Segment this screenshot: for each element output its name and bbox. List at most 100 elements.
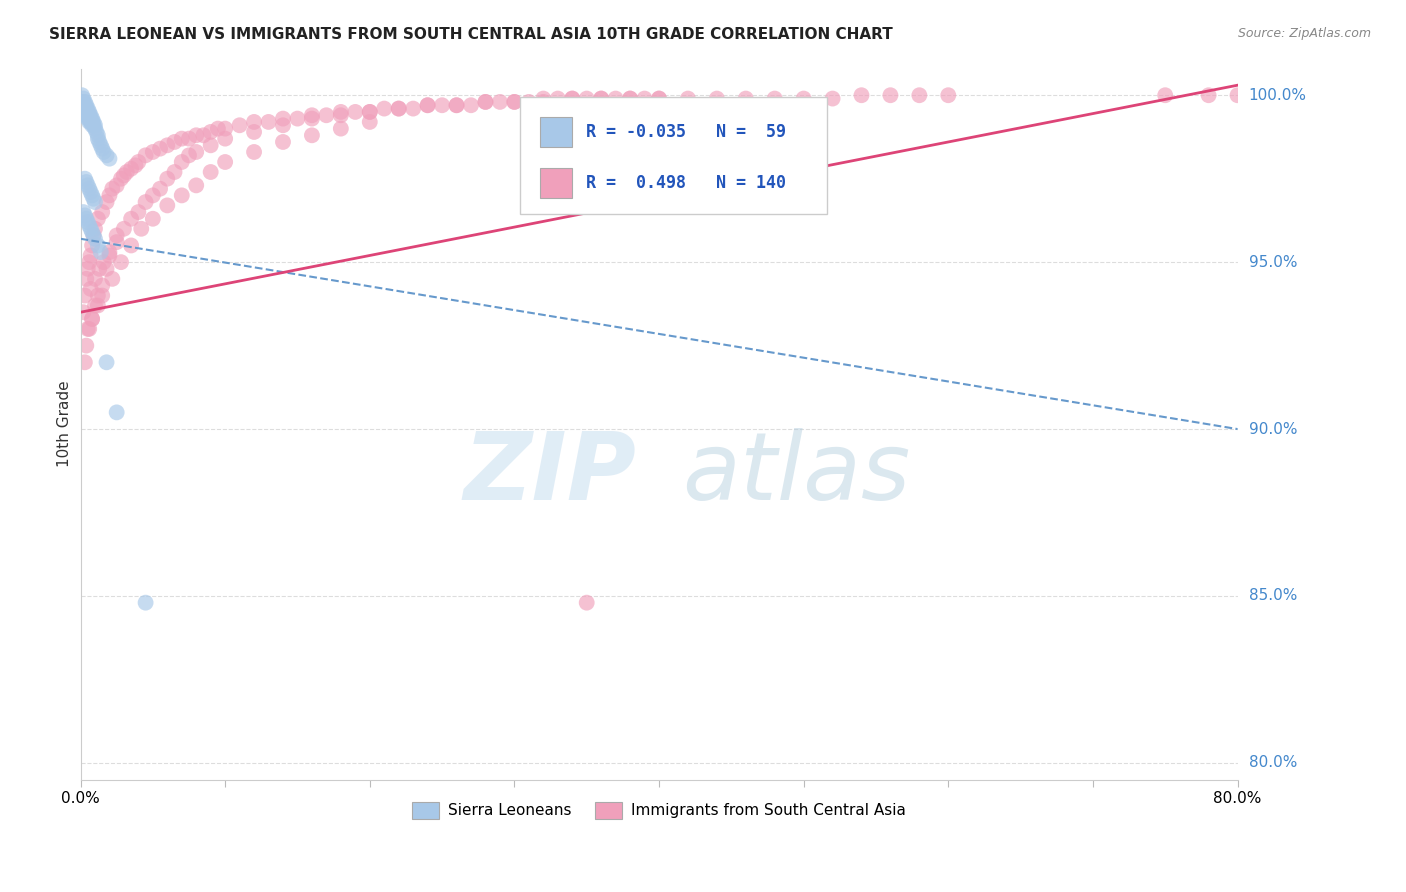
- Point: [156, 198, 179, 212]
- Point: [271, 118, 294, 132]
- Point: [200, 138, 222, 153]
- Point: [373, 102, 395, 116]
- Point: [1198, 88, 1220, 103]
- Point: [77, 104, 100, 119]
- Point: [547, 91, 569, 105]
- Point: [517, 95, 540, 109]
- Text: SIERRA LEONEAN VS IMMIGRANTS FROM SOUTH CENTRAL ASIA 10TH GRADE CORRELATION CHAR: SIERRA LEONEAN VS IMMIGRANTS FROM SOUTH …: [49, 27, 893, 42]
- Point: [76, 112, 98, 126]
- Point: [1226, 88, 1249, 103]
- Point: [243, 115, 266, 129]
- Point: [460, 98, 482, 112]
- Point: [72, 205, 94, 219]
- Point: [706, 91, 728, 105]
- Point: [75, 104, 97, 119]
- Point: [83, 192, 105, 206]
- Point: [633, 91, 655, 105]
- Point: [112, 221, 135, 235]
- Point: [156, 138, 179, 153]
- Point: [170, 188, 193, 202]
- Point: [301, 128, 323, 143]
- FancyBboxPatch shape: [520, 97, 827, 214]
- Point: [91, 205, 114, 219]
- Point: [575, 91, 598, 105]
- Point: [79, 108, 101, 122]
- Point: [214, 131, 236, 145]
- Point: [474, 95, 496, 109]
- Point: [127, 205, 149, 219]
- Point: [793, 91, 815, 105]
- Point: [110, 171, 132, 186]
- Point: [72, 91, 94, 105]
- Point: [89, 261, 111, 276]
- Point: [87, 288, 110, 302]
- Point: [73, 171, 96, 186]
- Point: [207, 121, 229, 136]
- Point: [73, 355, 96, 369]
- Point: [93, 145, 115, 159]
- Point: [561, 91, 583, 105]
- Point: [83, 115, 105, 129]
- Point: [186, 178, 208, 193]
- Point: [163, 135, 186, 149]
- Point: [734, 91, 756, 105]
- Point: [120, 211, 142, 226]
- FancyBboxPatch shape: [540, 168, 572, 197]
- Point: [75, 272, 97, 286]
- Point: [605, 91, 627, 105]
- Point: [90, 138, 112, 153]
- Point: [105, 178, 128, 193]
- Point: [77, 322, 100, 336]
- Point: [77, 115, 100, 129]
- Text: 80.0%: 80.0%: [1249, 756, 1296, 771]
- Point: [648, 91, 671, 105]
- Point: [84, 121, 107, 136]
- Point: [79, 112, 101, 126]
- Point: [149, 182, 172, 196]
- Point: [287, 112, 309, 126]
- Point: [1154, 88, 1177, 103]
- Point: [301, 108, 323, 122]
- Text: ZIP: ZIP: [463, 428, 636, 520]
- Point: [329, 104, 352, 119]
- Legend: Sierra Leoneans, Immigrants from South Central Asia: Sierra Leoneans, Immigrants from South C…: [405, 796, 912, 825]
- Point: [76, 215, 98, 229]
- Point: [80, 188, 103, 202]
- Point: [75, 211, 97, 226]
- Point: [84, 232, 107, 246]
- Point: [908, 88, 931, 103]
- Point: [359, 104, 381, 119]
- Point: [70, 88, 93, 103]
- Point: [879, 88, 901, 103]
- Point: [98, 245, 121, 260]
- Point: [83, 228, 105, 243]
- Point: [503, 95, 526, 109]
- Point: [359, 115, 381, 129]
- Point: [243, 125, 266, 139]
- Text: R =  0.498   N = 140: R = 0.498 N = 140: [586, 174, 786, 192]
- Point: [416, 98, 439, 112]
- Point: [474, 95, 496, 109]
- Point: [83, 228, 105, 243]
- Point: [186, 145, 208, 159]
- Point: [105, 235, 128, 249]
- Point: [112, 169, 135, 183]
- Point: [84, 299, 107, 313]
- Point: [93, 255, 115, 269]
- Y-axis label: 10th Grade: 10th Grade: [58, 381, 72, 467]
- Point: [936, 88, 959, 103]
- Point: [271, 112, 294, 126]
- Point: [101, 272, 124, 286]
- Point: [115, 165, 138, 179]
- Point: [591, 91, 613, 105]
- Point: [359, 104, 381, 119]
- FancyBboxPatch shape: [540, 117, 572, 147]
- Point: [98, 188, 121, 202]
- Point: [73, 288, 96, 302]
- Point: [124, 158, 146, 172]
- Point: [72, 305, 94, 319]
- Point: [676, 91, 699, 105]
- Point: [79, 248, 101, 262]
- Point: [156, 171, 179, 186]
- Point: [105, 405, 128, 419]
